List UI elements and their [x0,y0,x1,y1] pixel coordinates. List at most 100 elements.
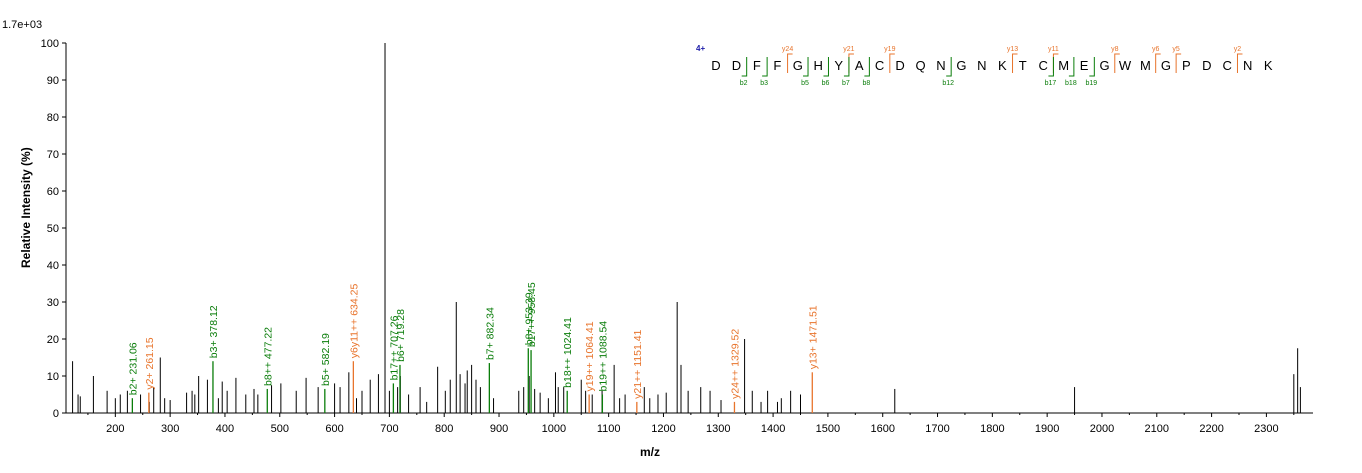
x-tick-label: 600 [325,423,343,435]
annotated-peaks-layer: b2+ 231.06 y2+ 261.15 b3+ 378.12 b8++ 477.2… [127,282,819,413]
b-fragment-mark [864,57,870,77]
y-fragment-label: y19 [884,46,895,53]
sequence-residue: Q [915,58,925,73]
y-fragment-label: y11 [1048,46,1059,53]
y-tick-label: 0 [53,408,59,420]
y-axis: 0 10 20 30 40 50 60 70 80 90 100 [41,38,67,420]
sequence-residue: G [956,58,966,73]
x-tick-label: 1700 [925,423,949,435]
peak-label: b6+ 719.28 [395,309,407,362]
b-fragment-label: b17 [1045,80,1057,87]
b-fragment-mark [803,57,809,77]
b-fragment-mark [1048,57,1054,77]
sequence-residue: W [1119,58,1132,73]
peak-label: b18++ 1024.41 [562,317,574,388]
y-fragment-label: y8 [1111,46,1119,53]
sequence-residue: M [1140,58,1151,73]
peak-label: y19++ 1064.41 [584,321,596,391]
b-fragment-mark [823,57,829,77]
intensity-scale-label: 1.7e+03 [2,19,42,31]
b-fragment-label: b18 [1065,80,1077,87]
y-fragment-label: y6 [1152,46,1160,53]
y-tick-label: 100 [41,38,59,50]
y-tick-label: 60 [47,186,59,198]
peak-label: b5+ 582.19 [320,333,332,386]
sequence-residue: C [1223,58,1232,73]
x-tick-label: 1000 [542,423,566,435]
sequence-residue: G [1099,58,1109,73]
b-fragment-mark [1089,57,1095,77]
x-tick-label: 2300 [1254,423,1278,435]
x-tick-label: 1100 [597,423,621,435]
y-tick-label: 90 [47,75,59,87]
x-tick-label: 900 [490,423,508,435]
y-tick-label: 70 [47,149,59,161]
sequence-residue: K [1264,58,1273,73]
y-tick-label: 10 [47,371,59,383]
x-axis: 200 300 400 500 600 700 800 900 1000 1100 1200 1300… [66,412,1313,435]
sequence-residue: P [1182,58,1191,73]
sequence-residue: E [1080,58,1089,73]
b-fragment-label: b19 [1085,80,1097,87]
peaks-layer [72,43,1301,413]
x-tick-label: 500 [271,423,289,435]
x-tick-label: 1800 [980,423,1004,435]
x-tick-label: 2100 [1145,423,1169,435]
b-fragment-label: b7 [842,80,850,87]
y-tick-label: 50 [47,223,59,235]
sequence-residue: K [998,58,1007,73]
peak-label: b7+ 882.34 [484,307,496,360]
sequence-residue: F [753,58,761,73]
b-fragment-label: b2 [740,80,748,87]
b-fragment-mark [1068,57,1075,77]
x-tick-label: 800 [435,423,453,435]
x-tick-label: 1500 [816,423,840,435]
sequence-residue: D [732,58,741,73]
b-fragment-mark [762,57,768,77]
y-fragment-mark [848,53,854,73]
peak-label: y21++ 1151.41 [632,329,644,398]
sequence-residue: A [855,58,864,73]
b-fragment-label: b8 [862,80,870,87]
b-fragment-label: b12 [942,80,954,87]
b-fragment-label: b3 [760,80,768,87]
y-fragment-label: y21 [843,46,854,53]
b-fragment-mark [946,57,952,77]
sequence-residue: N [977,58,986,73]
y-tick-label: 30 [47,297,59,309]
peak-label: y24++ 1329.52 [729,329,741,399]
y-fragment-mark [889,53,895,73]
b-fragment-label: b5 [801,80,809,87]
x-tick-label: 1400 [761,423,785,435]
x-tick-label: 700 [380,423,398,435]
x-axis-label: m/z [640,445,660,459]
x-tick-label: 2200 [1199,423,1223,435]
b-fragment-label: b6 [822,80,830,87]
x-tick-label: 200 [106,423,124,435]
y-fragment-mark [1236,53,1243,73]
y-axis-label: Relative Intensity (%) [19,147,33,268]
peak-label: b8++ 477.22 [262,327,274,386]
x-tick-label: 300 [161,423,179,435]
b-fragment-mark [843,57,850,77]
sequence-residue: D [1202,58,1211,73]
y-tick-label: 80 [47,112,59,124]
sequence-residue: G [793,58,803,73]
sequence-residue: H [814,58,823,73]
b-fragment-mark [741,57,748,77]
y-fragment-label: y5 [1172,46,1180,53]
x-tick-label: 1600 [870,423,894,435]
y-fragment-mark [1114,53,1120,73]
peak-label: y6y11++ 634.25 [348,284,360,359]
peak-label: b17++ 707.26 [388,315,400,380]
y-fragment-mark [1175,53,1182,73]
charge-state-label: 4+ [696,44,705,53]
sequence-residue: C [875,58,884,73]
sequence-residue: Y [834,58,843,73]
y-fragment-label: y2 [1234,46,1242,53]
sequence-residue: D [895,58,904,73]
sequence-residue: G [1161,58,1171,73]
y-fragment-mark [787,53,793,73]
sequence-residue: F [773,58,781,73]
